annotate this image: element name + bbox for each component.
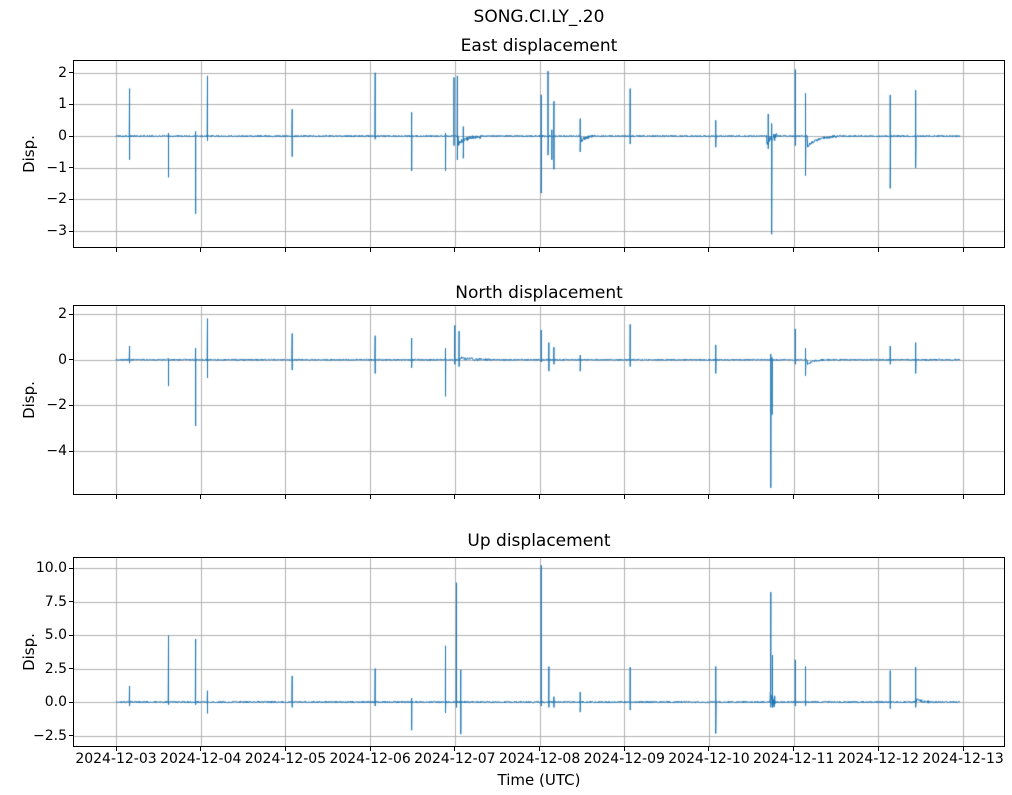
line-series-east	[74, 61, 1004, 247]
x-tick-label: 2024-12-06	[329, 751, 411, 767]
x-tick-mark	[454, 495, 456, 499]
x-tick-mark	[369, 495, 371, 499]
x-tick-label: 2024-12-10	[668, 751, 750, 767]
x-tick-mark	[623, 495, 625, 499]
x-tick-mark	[962, 495, 964, 499]
y-tick-mark	[69, 634, 73, 636]
y-tick-label: 0	[58, 128, 67, 145]
y-tick-mark	[69, 167, 73, 169]
x-tick-mark	[539, 248, 541, 252]
y-tick-label: 0	[58, 351, 67, 368]
y-axis-title-east: Disp.	[20, 135, 38, 173]
x-axis-title: Time (UTC)	[497, 771, 581, 789]
x-tick-mark	[623, 248, 625, 252]
y-tick-label: 0.0	[44, 694, 67, 711]
y-tick-label: 2	[58, 306, 67, 322]
x-tick-label: 2024-12-08	[498, 751, 581, 767]
y-tick-mark	[69, 450, 73, 452]
y-tick-mark	[69, 601, 73, 603]
figure-title: SONG.CI.LY_.20	[473, 7, 605, 27]
axes-north	[73, 305, 1005, 495]
y-tick-label: −4	[46, 443, 67, 460]
x-tick-mark	[708, 248, 710, 252]
x-tick-label: 2024-12-03	[75, 751, 157, 767]
x-tick-label: 2024-12-11	[752, 751, 835, 767]
y-tick-mark	[69, 103, 73, 105]
x-tick-mark	[115, 747, 117, 751]
x-tick-mark	[200, 747, 202, 751]
y-tick-mark	[69, 313, 73, 315]
y-tick-label: 2	[58, 64, 67, 81]
x-tick-mark	[454, 248, 456, 252]
x-tick-mark	[115, 248, 117, 252]
x-tick-label: 2024-12-04	[160, 751, 242, 767]
y-axis-title-up: Disp.	[20, 633, 38, 671]
x-tick-mark	[284, 747, 286, 751]
x-tick-mark	[962, 747, 964, 751]
y-tick-mark	[69, 668, 73, 670]
subplot-title-north: North displacement	[455, 283, 623, 303]
y-tick-mark	[69, 230, 73, 232]
x-tick-label: 2024-12-12	[837, 751, 920, 767]
y-tick-mark	[69, 359, 73, 361]
x-tick-mark	[539, 495, 541, 499]
x-tick-mark	[877, 747, 879, 751]
y-tick-mark	[69, 735, 73, 737]
y-tick-mark	[69, 135, 73, 137]
line-series-north	[74, 306, 1004, 494]
x-tick-mark	[454, 747, 456, 751]
y-tick-label: 7.5	[44, 593, 67, 610]
x-tick-label: 2024-12-13	[922, 751, 1004, 767]
x-tick-mark	[539, 747, 541, 751]
y-tick-label: −2.5	[33, 727, 67, 744]
subplot-title-up: Up displacement	[467, 531, 611, 551]
x-tick-label: 2024-12-05	[244, 751, 327, 767]
x-tick-mark	[284, 248, 286, 252]
y-tick-label: 1	[58, 96, 67, 113]
x-tick-mark	[877, 248, 879, 252]
x-tick-mark	[623, 747, 625, 751]
y-tick-label: 5.0	[44, 627, 67, 644]
y-tick-label: −1	[46, 159, 67, 176]
y-tick-label: −3	[46, 223, 67, 240]
x-tick-mark	[369, 747, 371, 751]
x-tick-mark	[200, 248, 202, 252]
y-tick-mark	[69, 198, 73, 200]
y-tick-mark	[69, 567, 73, 569]
x-tick-label: 2024-12-09	[583, 751, 665, 767]
line-series-up	[74, 558, 1004, 746]
x-tick-mark	[793, 248, 795, 252]
x-tick-mark	[877, 495, 879, 499]
x-tick-mark	[793, 495, 795, 499]
x-tick-mark	[200, 495, 202, 499]
x-tick-mark	[115, 495, 117, 499]
x-tick-label: 2024-12-07	[414, 751, 496, 767]
axes-up	[73, 557, 1005, 747]
x-tick-mark	[962, 248, 964, 252]
subplot-title-east: East displacement	[460, 36, 618, 56]
y-tick-mark	[69, 72, 73, 74]
y-tick-label: 2.5	[44, 660, 67, 677]
x-tick-mark	[284, 495, 286, 499]
axes-east	[73, 60, 1005, 248]
y-tick-mark	[69, 404, 73, 406]
y-tick-label: −2	[46, 191, 67, 208]
y-tick-mark	[69, 701, 73, 703]
y-tick-label: −2	[46, 397, 67, 414]
x-tick-mark	[708, 747, 710, 751]
x-tick-mark	[708, 495, 710, 499]
x-tick-mark	[793, 747, 795, 751]
x-tick-mark	[369, 248, 371, 252]
y-tick-label: 10.0	[35, 560, 67, 577]
y-axis-title-north: Disp.	[20, 381, 38, 419]
